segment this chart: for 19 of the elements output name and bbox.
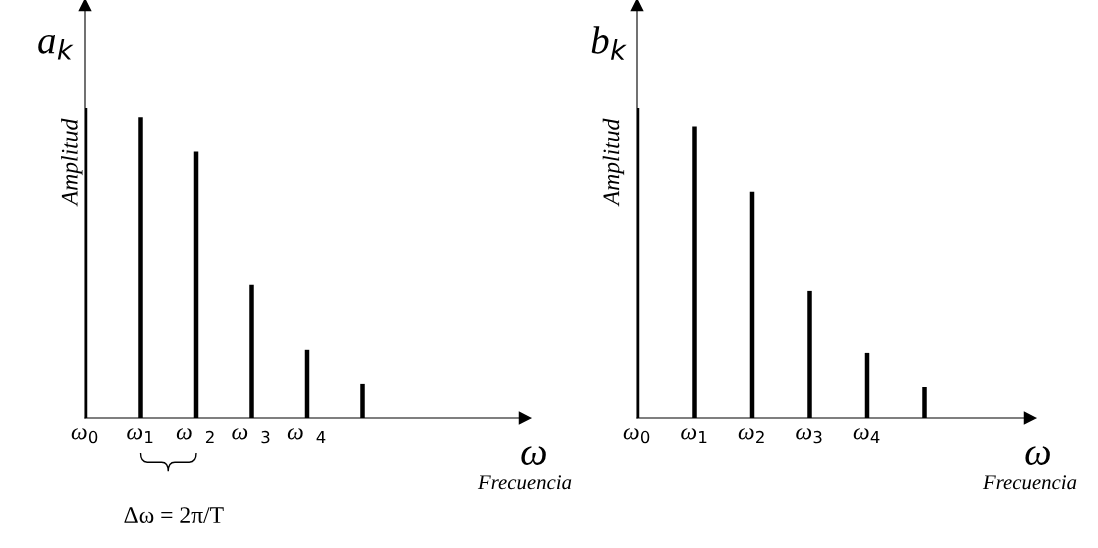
x-tick-label: ω $_{2}$ — [176, 428, 214, 444]
x-tick-label: ω$_{2}$ — [738, 428, 764, 444]
y-axis-title: Amplitud — [602, 118, 625, 207]
text: Δω = 2π/T — [124, 507, 224, 524]
x-axis-title: ω — [1025, 446, 1050, 465]
x-tick-label: ω $_{3}$ — [232, 428, 270, 444]
x-tick-label: ω$_{3}$ — [796, 428, 822, 444]
y-axis-title: Amplitud — [61, 118, 83, 207]
text: Frecuencia — [477, 475, 572, 490]
x-tick-label: ω$_{1}$ — [681, 428, 707, 444]
text: Frecuencia — [982, 475, 1077, 490]
chart-title: a$_{k}$ — [38, 34, 74, 60]
x-tick-label: ω$_{4}$ — [853, 428, 880, 444]
x-tick-label: ω$_{0}$ — [71, 428, 98, 444]
x-tick-label: ω $_{4}$ — [287, 428, 326, 444]
x-tick-label: ω$_{0}$ — [623, 428, 650, 444]
chart-title: b$_{k}$ — [591, 26, 627, 60]
x-tick-label: ω$_{1}$ — [127, 428, 153, 444]
x-axis-title: ω — [521, 446, 546, 465]
